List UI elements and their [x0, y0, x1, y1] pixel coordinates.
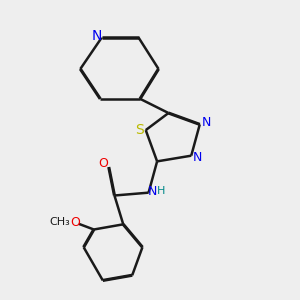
Text: N: N: [148, 185, 158, 198]
Text: S: S: [135, 123, 144, 137]
Text: N: N: [193, 151, 202, 164]
Text: N: N: [201, 116, 211, 130]
Text: H: H: [157, 186, 166, 196]
Text: O: O: [99, 157, 109, 170]
Text: N: N: [91, 29, 102, 43]
Text: O: O: [70, 216, 80, 229]
Text: CH₃: CH₃: [49, 218, 70, 227]
